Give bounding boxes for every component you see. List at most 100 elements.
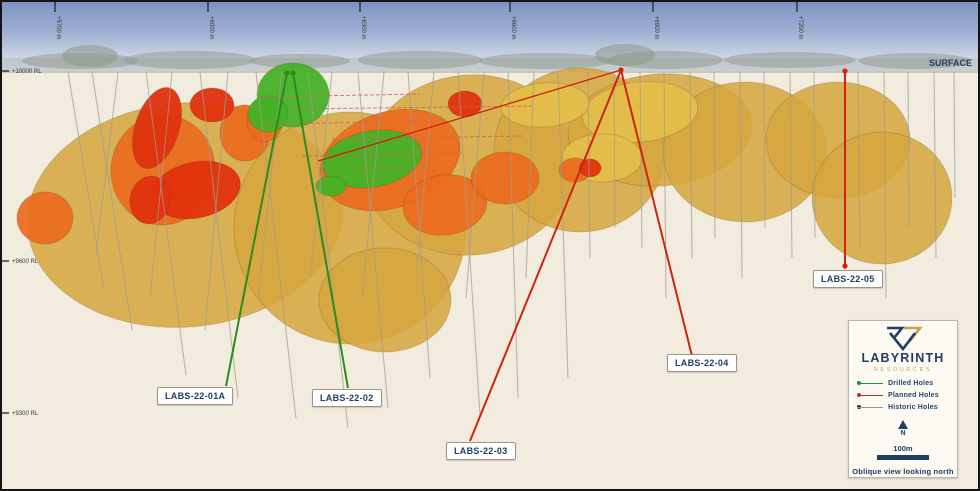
historic-hole-trace xyxy=(507,71,519,399)
labyrinth-logo-icon xyxy=(887,326,923,351)
geology-blob xyxy=(129,175,171,225)
geology-blob xyxy=(318,247,452,353)
historic-hole-trace xyxy=(357,71,389,409)
north-arrow-icon xyxy=(898,419,908,429)
historic-hole-trace xyxy=(407,71,431,379)
legend-item-planned-holes: Planned Holes xyxy=(857,392,957,399)
historic-hole-trace xyxy=(883,71,887,299)
historic-hole-trace xyxy=(415,71,435,279)
company-name: LABYRINTH xyxy=(861,351,945,365)
scale-label: 100m xyxy=(893,443,913,453)
historic-hole-trace xyxy=(663,71,667,299)
top-axis-tick-label: +6600 m xyxy=(510,16,516,40)
legend-label: Drilled Holes xyxy=(888,379,934,387)
legend-items: Drilled Holes Planned Holes Historic Hol… xyxy=(849,380,957,411)
historic-hole-trace xyxy=(457,71,481,416)
planned-hole-trace xyxy=(620,69,693,357)
historic-hole-trace xyxy=(613,71,616,229)
historic-hole-trace xyxy=(255,71,297,419)
top-axis-tick-label: +6300 m xyxy=(360,16,366,40)
historic-hole-trace xyxy=(953,71,956,199)
drilled-hole-trace xyxy=(225,72,288,387)
historic-hole-trace xyxy=(587,71,591,259)
historic-hole-trace xyxy=(713,71,716,239)
drilled-hole-trace xyxy=(292,72,349,389)
hole-label-labs-22-05: LABS-22-05 xyxy=(813,270,883,288)
north-label: N xyxy=(900,429,906,437)
historic-hole-trace xyxy=(149,71,173,299)
geology-blob xyxy=(811,131,953,265)
left-axis-tick-label: +9300 RL xyxy=(12,411,39,417)
legend-item-drilled-holes: Drilled Holes xyxy=(857,380,957,387)
tree-silhouette xyxy=(62,45,118,67)
top-axis-tick-label: +5700 m xyxy=(55,16,61,40)
historic-hole-trace xyxy=(257,71,283,301)
tree-silhouette xyxy=(124,51,256,69)
left-axis-tick-label: +9600 RL xyxy=(12,259,39,265)
planned-hole-trace xyxy=(317,69,622,162)
planned-holes-swatch-icon xyxy=(857,392,883,399)
tree-silhouette xyxy=(250,54,350,68)
hole-label-labs-22-01a: LABS-22-01A xyxy=(157,387,234,405)
historic-hole-trace xyxy=(145,71,187,376)
historic-hole-trace xyxy=(789,71,793,259)
drilled-holes-swatch-icon xyxy=(857,380,883,387)
company-division: RESOURCES xyxy=(873,366,933,373)
geology-blob xyxy=(322,129,422,189)
tree-silhouette xyxy=(724,52,856,68)
workings-trace xyxy=(267,120,438,125)
legend-item-historic-holes: Historic Holes xyxy=(857,404,957,411)
workings-trace xyxy=(261,93,421,98)
historic-hole-trace xyxy=(933,71,937,259)
top-axis-tick-label: +7200 m xyxy=(797,16,803,40)
historic-holes-swatch-icon xyxy=(857,404,883,411)
historic-hole-trace xyxy=(557,71,569,379)
planned-hole-trace-collar-dot xyxy=(842,68,848,74)
workings-trace xyxy=(331,135,524,140)
hole-label-labs-22-03: LABS-22-03 xyxy=(446,442,516,460)
historic-hole-trace xyxy=(857,71,861,249)
historic-hole-trace xyxy=(361,71,385,299)
hole-label-labs-22-02: LABS-22-02 xyxy=(312,389,382,407)
top-axis-tick-label: +6900 m xyxy=(653,16,659,40)
historic-hole-trace xyxy=(309,71,333,279)
geology-blob xyxy=(16,191,74,245)
geology-blob xyxy=(500,82,590,128)
historic-hole-trace xyxy=(689,71,693,259)
drilled-hole-trace-collar-dot xyxy=(290,70,296,76)
historic-hole-trace xyxy=(639,71,643,249)
geology-blob xyxy=(315,175,347,197)
historic-hole-trace xyxy=(763,71,766,229)
historic-hole-trace xyxy=(907,71,910,229)
view-caption: Oblique view looking north xyxy=(852,466,954,476)
tree-silhouette xyxy=(859,53,971,69)
planned-hole-trace xyxy=(469,69,622,442)
left-axis-tick-label: +10000 RL xyxy=(12,69,42,75)
tree-silhouette xyxy=(358,51,482,69)
workings-trace xyxy=(349,166,431,171)
drilled-hole-trace-collar-dot xyxy=(284,70,290,76)
legend-label: Planned Holes xyxy=(888,391,939,399)
historic-hole-trace xyxy=(204,71,229,331)
historic-hole-trace xyxy=(465,71,485,299)
historic-hole-trace xyxy=(525,71,535,279)
legend-label: Historic Holes xyxy=(888,403,938,411)
tree-silhouette xyxy=(479,53,611,69)
geology-blob xyxy=(189,87,235,123)
surface-label: SURFACE xyxy=(929,58,972,68)
planned-hole-trace-end-dot xyxy=(842,263,848,269)
historic-hole-trace xyxy=(307,71,349,429)
tree-silhouette xyxy=(595,44,655,66)
historic-hole-trace xyxy=(67,71,105,291)
scale-bar xyxy=(877,454,929,460)
workings-trace xyxy=(301,152,463,157)
geology-blob xyxy=(578,158,602,178)
historic-hole-trace xyxy=(739,71,743,279)
historic-hole-trace xyxy=(813,71,816,239)
historic-hole-trace xyxy=(199,71,239,399)
top-axis-tick-label: +6000 m xyxy=(208,16,214,40)
historic-hole-trace xyxy=(95,71,119,256)
legend-panel: LABYRINTH RESOURCES Drilled Holes Planne… xyxy=(848,320,958,478)
